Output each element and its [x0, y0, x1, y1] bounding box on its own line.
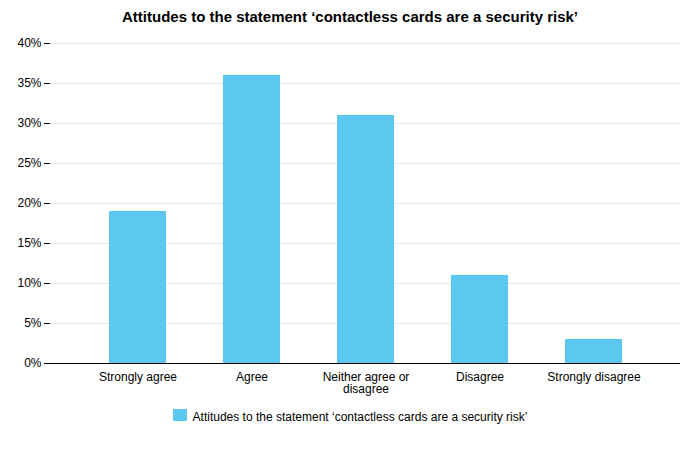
svg-text:25%: 25% [17, 156, 41, 170]
svg-text:35%: 35% [17, 76, 41, 90]
svg-text:15%: 15% [17, 236, 41, 250]
svg-text:Strongly agree: Strongly agree [99, 370, 177, 384]
svg-text:30%: 30% [17, 116, 41, 130]
svg-text:Agree: Agree [236, 370, 268, 384]
svg-text:10%: 10% [17, 276, 41, 290]
svg-text:5%: 5% [24, 316, 42, 330]
svg-text:0%: 0% [24, 356, 42, 370]
svg-text:Strongly disagree: Strongly disagree [547, 370, 641, 384]
svg-text:Disagree: Disagree [456, 370, 504, 384]
svg-text:20%: 20% [17, 196, 41, 210]
html-text:Attitudes to the statement ‘co: Attitudes to the statement ‘contactless … [122, 8, 578, 25]
svg-text:Neither agree ordisagree: Neither agree ordisagree [323, 370, 410, 396]
html-text:Attitudes to the statement ‘co: Attitudes to the statement ‘contactless … [192, 410, 528, 424]
svg-text:40%: 40% [17, 36, 41, 50]
